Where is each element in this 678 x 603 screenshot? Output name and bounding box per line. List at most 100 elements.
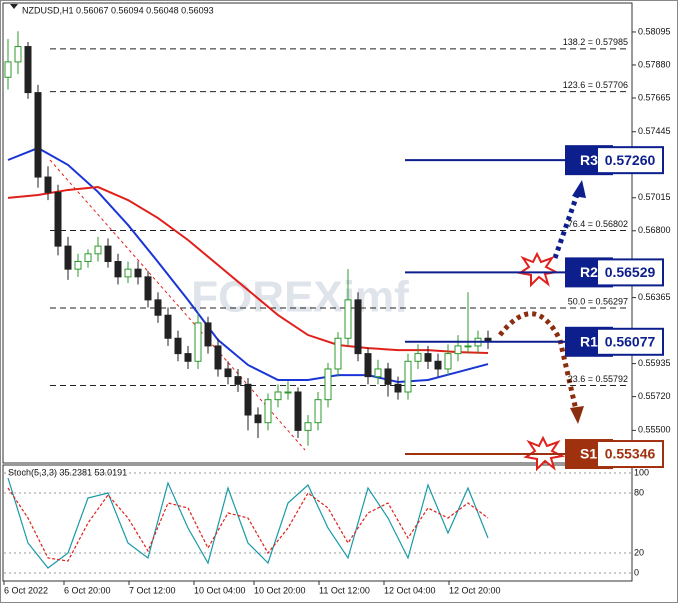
pivot-name: R2 [580, 264, 598, 280]
x-tick-label: 6 Oct 2022 [4, 585, 48, 595]
candle-body [204, 322, 212, 347]
x-tick-label: 7 Oct 12:00 [129, 585, 176, 595]
candle-body [14, 46, 22, 63]
pivot-value: 0.56529 [605, 264, 656, 280]
y-tick-label: 0.56800 [638, 225, 671, 235]
y-tick-label: 0.57015 [638, 192, 671, 202]
candle-body [314, 399, 322, 424]
candle-body [124, 268, 132, 278]
candle-body [374, 368, 382, 378]
pivot-value-box [596, 146, 664, 175]
candle-body [144, 276, 152, 301]
candle-body [34, 92, 42, 178]
candle-body [404, 360, 412, 393]
candle-body [54, 191, 62, 247]
pivot-value-box [596, 327, 664, 356]
pivot-name: R3 [580, 152, 598, 168]
arrow-down [498, 311, 579, 411]
candle-body [104, 245, 112, 262]
stoch-tick-label: 80 [634, 487, 644, 497]
stoch-tick-label: 20 [634, 547, 644, 557]
candle-body [294, 391, 302, 431]
pivot-value-box [596, 258, 664, 287]
fib-label: 123.6 = 0.57706 [563, 80, 628, 90]
candle-body [274, 391, 282, 401]
stoch-tick-label: 100 [634, 467, 649, 477]
candle-body [424, 353, 432, 362]
pivot-name: S1 [580, 446, 597, 462]
candle-body [354, 299, 362, 355]
candle-body [44, 176, 52, 193]
price-pane [2, 2, 633, 464]
stoch-title: Stoch(5,3,3) 35.2381 53.0191 [8, 467, 127, 477]
candle-body [64, 245, 72, 270]
chart-title: NZDUSD,H1 0.56067 0.56094 0.56048 0.5609… [22, 5, 214, 15]
candle-body [4, 61, 12, 78]
x-tick-label: 6 Oct 20:00 [64, 585, 111, 595]
fib-label: 50.0 = 0.56297 [568, 296, 628, 306]
y-tick-label: 0.57445 [638, 126, 671, 136]
candle-body [254, 414, 262, 424]
candle-body [164, 314, 172, 339]
candle-body [94, 245, 102, 255]
menu-icon [10, 4, 18, 9]
x-tick-label: 12 Oct 20:00 [449, 585, 501, 595]
candle-body [154, 299, 162, 316]
candle-body [434, 360, 442, 370]
candle-body [244, 383, 252, 416]
fib-label: 23.6 = 0.55792 [568, 374, 628, 384]
y-tick-label: 0.57665 [638, 92, 671, 102]
stoch-tick-label: 0 [634, 567, 639, 577]
pivot-value: 0.57260 [605, 152, 656, 168]
candle-body [114, 260, 122, 278]
candle-body [184, 353, 192, 362]
arrow-up [552, 191, 581, 259]
fib-label: 138.2 = 0.57985 [563, 37, 628, 47]
x-tick-label: 10 Oct 20:00 [254, 585, 306, 595]
fib-label: 76.4 = 0.56802 [568, 219, 628, 229]
y-tick-label: 0.57880 [638, 59, 671, 69]
candle-body [394, 383, 402, 393]
y-tick-label: 0.58095 [638, 26, 671, 36]
candle-body [264, 399, 272, 424]
candle-body [284, 391, 292, 394]
y-tick-label: 0.55935 [638, 358, 671, 368]
x-tick-label: 10 Oct 04:00 [194, 585, 246, 595]
candle-body [454, 345, 462, 355]
stoch-line [7, 487, 489, 562]
x-tick-label: 12 Oct 04:00 [384, 585, 436, 595]
y-tick-label: 0.55500 [638, 425, 671, 435]
pivot-name: R1 [580, 333, 598, 349]
candle-body [234, 376, 242, 385]
candle-body [414, 353, 422, 362]
pivot-value: 0.55346 [605, 446, 656, 462]
stoch-line [7, 477, 489, 569]
candle-body [24, 46, 32, 94]
candle-body [304, 422, 312, 431]
x-tick-label: 11 Oct 12:00 [319, 585, 370, 595]
candle-body [464, 345, 472, 348]
candle-body [364, 353, 372, 378]
candle-body [444, 353, 452, 370]
watermark: FOREXimf [191, 273, 409, 322]
candle-body [334, 337, 342, 370]
arrow-head [572, 180, 586, 198]
candle-body [344, 299, 352, 339]
candle-body [74, 260, 82, 270]
candle-body [134, 268, 142, 278]
stoch-pane [2, 464, 633, 582]
candle-body [214, 345, 222, 370]
y-tick-label: 0.56365 [638, 292, 671, 302]
moving-average [7, 186, 489, 354]
candle-body [84, 253, 92, 262]
candle-body [384, 368, 392, 385]
candle-body [224, 368, 232, 378]
candle-body [194, 322, 202, 362]
pivot-value: 0.56077 [605, 333, 656, 349]
burst [517, 251, 560, 288]
candle-body [324, 368, 332, 401]
pivot-value-box [596, 440, 664, 469]
arrow-head [570, 406, 584, 424]
